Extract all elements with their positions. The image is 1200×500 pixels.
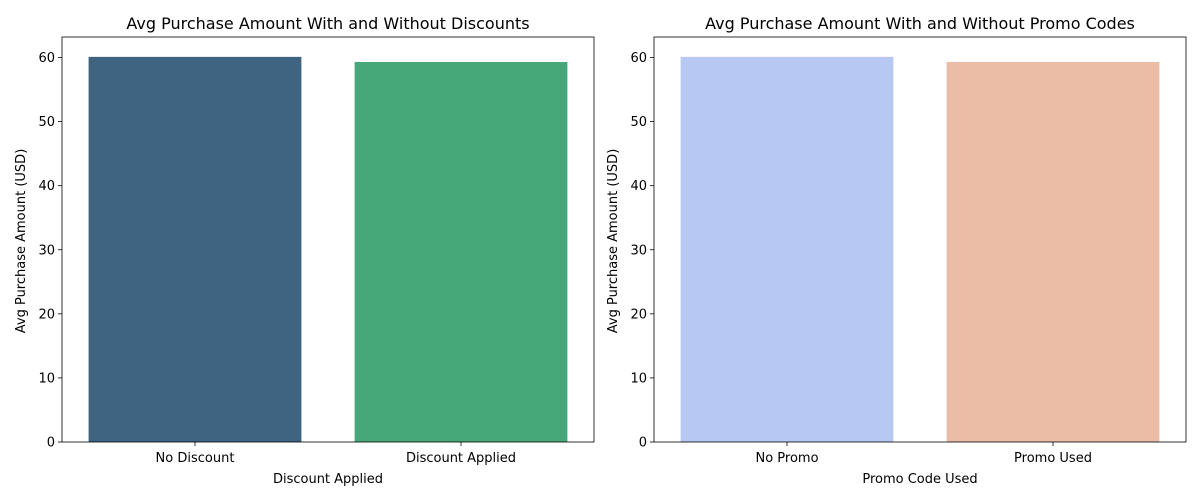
y-axis-label: Avg Purchase Amount (USD) — [606, 149, 621, 334]
y-tick-label: 10 — [38, 371, 55, 386]
y-tick-label: 0 — [639, 436, 647, 451]
x-axis-label: Promo Code Used — [862, 472, 977, 487]
y-tick-label: 10 — [630, 371, 647, 386]
y-tick-label: 50 — [38, 115, 55, 130]
y-tick-label: 50 — [630, 115, 647, 130]
y-tick-label: 20 — [38, 307, 55, 322]
y-tick-label: 20 — [630, 307, 647, 322]
plot-area: 0 10 20 30 40 50 60 No Discount Discount Applied — [38, 36, 595, 466]
y-tick-label: 60 — [38, 51, 55, 66]
axes-frame — [61, 36, 595, 443]
bar-discount-applied — [354, 61, 568, 442]
x-tick-label: Promo Used — [1014, 451, 1092, 466]
chart-discounts: Avg Purchase Amount With and Without Dis… — [14, 14, 595, 487]
y-tick-label: 40 — [38, 179, 55, 194]
y-tick-label: 40 — [630, 179, 647, 194]
y-tick-label: 0 — [47, 436, 55, 451]
x-tick-label: No Discount — [156, 451, 235, 466]
axes-frame — [653, 36, 1187, 443]
chart-promo-codes: Avg Purchase Amount With and Without Pro… — [606, 14, 1187, 487]
y-tick-label: 60 — [630, 51, 647, 66]
plot-area: 0 10 20 30 40 50 60 No Promo Promo Used — [630, 36, 1187, 466]
chart-title: Avg Purchase Amount With and Without Pro… — [705, 14, 1135, 33]
bar-no-promo — [680, 56, 894, 442]
y-tick-label: 30 — [38, 243, 55, 258]
chart-title: Avg Purchase Amount With and Without Dis… — [126, 14, 529, 33]
x-axis-label: Discount Applied — [273, 472, 383, 487]
y-tick-label: 30 — [630, 243, 647, 258]
x-tick-label: No Promo — [755, 451, 818, 466]
bar-promo-used — [946, 61, 1160, 442]
x-tick-label: Discount Applied — [406, 451, 516, 466]
bar-no-discount — [88, 56, 302, 442]
y-axis-label: Avg Purchase Amount (USD) — [14, 149, 29, 334]
